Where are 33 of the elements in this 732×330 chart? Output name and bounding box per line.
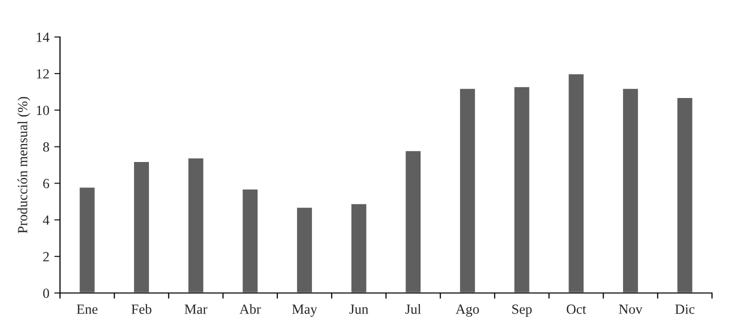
bar: [676, 96, 694, 293]
y-tick-label: 0: [43, 288, 50, 298]
bar: [622, 88, 640, 293]
x-tick-label: Ene: [76, 304, 98, 314]
y-axis-title: Producción mensual (%): [18, 96, 30, 234]
x-tick-label: Sep: [512, 304, 532, 317]
bar: [241, 188, 260, 293]
x-tick-label: Nov: [618, 304, 642, 314]
x-tick-label: Abr: [240, 304, 261, 314]
x-tick-label: Dic: [675, 304, 694, 314]
x-tick-label: May: [292, 304, 318, 317]
y-tick-label: 10: [36, 106, 50, 116]
y-tick-label: 6: [43, 178, 50, 188]
bar: [296, 206, 314, 293]
x-tick-label: Ago: [456, 304, 479, 317]
bar: [404, 150, 422, 293]
x-tick-label: Jun: [349, 304, 368, 314]
bar: [350, 202, 368, 293]
bar: [132, 160, 150, 293]
bar: [458, 88, 476, 293]
bar: [512, 86, 531, 293]
y-tick-label: 4: [42, 216, 50, 225]
bar: [186, 156, 205, 293]
x-tick-label: Oct: [566, 304, 586, 314]
bar: [567, 72, 586, 293]
bar: [78, 186, 96, 293]
y-tick-label: 2: [43, 252, 49, 262]
x-tick-label: Feb: [131, 304, 152, 314]
x-tick-label: Jul: [405, 304, 421, 314]
y-tick-label: 8: [43, 142, 50, 152]
x-tick-label: Mar: [184, 304, 208, 314]
y-tick-label: 14: [36, 32, 50, 42]
y-tick-label: 12: [36, 69, 49, 78]
